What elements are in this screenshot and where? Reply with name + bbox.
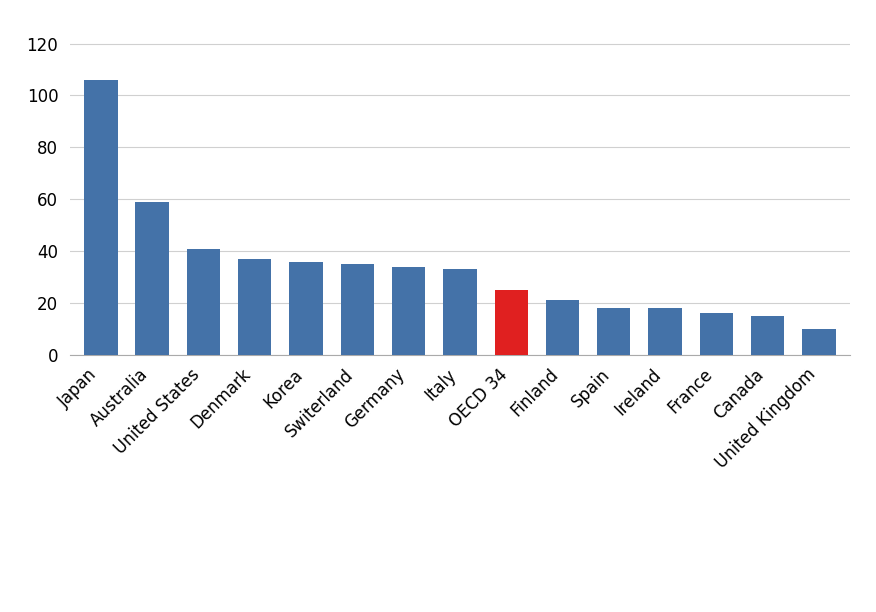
Bar	[136, 202, 169, 355]
Bar	[443, 269, 477, 355]
Bar	[648, 308, 682, 355]
Bar	[495, 290, 528, 355]
Bar	[546, 300, 579, 355]
Bar	[700, 313, 733, 355]
Bar	[341, 264, 374, 355]
Bar	[187, 248, 220, 355]
Bar	[238, 259, 272, 355]
Bar	[84, 80, 117, 355]
Bar	[289, 261, 322, 355]
Bar	[751, 316, 784, 355]
Bar	[802, 329, 836, 355]
Bar	[597, 308, 631, 355]
Bar	[392, 267, 425, 355]
